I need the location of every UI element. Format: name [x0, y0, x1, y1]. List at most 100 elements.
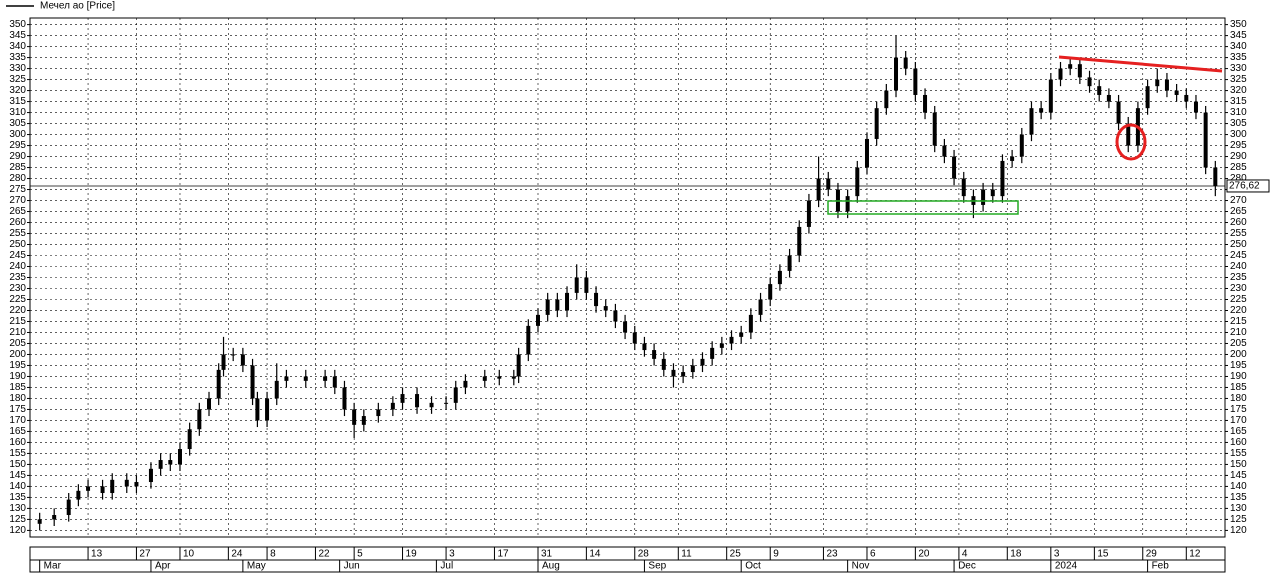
- y-tick-label: 260: [9, 217, 26, 228]
- candle-body: [303, 376, 308, 381]
- y-tick-label: 245: [1230, 250, 1247, 261]
- y-tick-label: 175: [9, 404, 26, 415]
- month-label: Feb: [1152, 561, 1170, 572]
- candle-body: [884, 90, 889, 109]
- y-tick-label: 215: [9, 316, 26, 327]
- candle-body: [855, 167, 860, 197]
- candle-body: [603, 306, 608, 311]
- candle-body: [284, 376, 289, 381]
- x-tick-label: 20: [918, 549, 930, 560]
- x-tick-label: 18: [1010, 549, 1022, 560]
- candle-body: [1097, 86, 1102, 95]
- y-tick-label: 145: [9, 470, 26, 481]
- candle-body: [76, 490, 81, 500]
- candle-body: [250, 365, 255, 399]
- x-tick-label: 29: [1146, 549, 1158, 560]
- x-tick-label: 17: [497, 549, 509, 560]
- candle-body: [526, 325, 531, 355]
- candle-body: [864, 138, 869, 168]
- y-tick-label: 220: [1230, 305, 1247, 316]
- candle-body: [584, 277, 589, 293]
- candle-body: [923, 94, 928, 113]
- y-tick-label: 270: [9, 195, 26, 206]
- candle-body: [66, 499, 71, 516]
- candle-body: [158, 460, 163, 469]
- month-label: Apr: [155, 561, 171, 572]
- y-tick-label: 145: [1230, 470, 1247, 481]
- y-tick-label: 255: [9, 228, 26, 239]
- y-tick-label: 315: [1230, 96, 1247, 107]
- y-tick-label: 170: [1230, 415, 1247, 426]
- candle-body: [806, 200, 811, 227]
- candle-body: [265, 398, 270, 421]
- y-tick-label: 200: [1230, 349, 1247, 360]
- candle-body: [642, 343, 647, 351]
- x-tick-label: 12: [1189, 549, 1201, 560]
- candle-body: [768, 284, 773, 300]
- legend-label: Мечел ао [Price]: [40, 1, 115, 12]
- candle-body: [400, 394, 405, 403]
- candle-body: [187, 429, 192, 450]
- candle-body: [1174, 90, 1179, 95]
- y-tick-label: 225: [1230, 294, 1247, 305]
- y-tick-label: 210: [9, 327, 26, 338]
- candle-body: [894, 57, 899, 91]
- x-tick-label: 14: [589, 549, 601, 560]
- candle-body: [1145, 86, 1150, 109]
- candle-body: [177, 449, 182, 465]
- y-tick-label: 310: [9, 107, 26, 118]
- y-tick-label: 260: [1230, 217, 1247, 228]
- x-tick-label: 25: [730, 549, 742, 560]
- y-tick-label: 295: [9, 140, 26, 151]
- month-label: Nov: [852, 561, 870, 572]
- candle-body: [826, 178, 831, 190]
- candle-body: [1164, 79, 1169, 91]
- last-price-box: [1226, 179, 1270, 193]
- y-tick-label: 150: [1230, 459, 1247, 470]
- x-tick-label: 27: [139, 549, 151, 560]
- y-tick-label: 195: [1230, 360, 1247, 371]
- candle-body: [429, 402, 434, 408]
- y-tick-label: 290: [9, 151, 26, 162]
- y-tick-label: 265: [1230, 206, 1247, 217]
- y-tick-label: 300: [1230, 129, 1247, 140]
- candle-body: [942, 145, 947, 157]
- candle-body: [444, 402, 449, 404]
- y-tick-label: 340: [9, 41, 26, 52]
- candle-body: [787, 255, 792, 271]
- x-tick-label: 6: [870, 549, 876, 560]
- y-tick-label: 180: [1230, 393, 1247, 404]
- x-tick-label: 11: [681, 549, 692, 560]
- candle-body: [1116, 101, 1121, 124]
- y-tick-label: 165: [9, 426, 26, 437]
- y-tick-label: 185: [1230, 382, 1247, 393]
- y-tick-label: 340: [1230, 41, 1247, 52]
- candle-body: [574, 277, 579, 293]
- candle-body: [535, 314, 540, 326]
- y-tick-label: 350: [1230, 19, 1247, 30]
- candle-body: [1184, 94, 1189, 102]
- y-tick-label: 305: [9, 118, 26, 129]
- y-tick-label: 310: [1230, 107, 1247, 118]
- candle-body: [231, 354, 236, 356]
- candle-body: [545, 299, 550, 315]
- candle-body: [874, 108, 879, 139]
- candle-body: [594, 292, 599, 307]
- y-tick-label: 245: [9, 250, 26, 261]
- support-zone: [827, 200, 1019, 215]
- y-tick-label: 315: [9, 96, 26, 107]
- candle-body: [710, 347, 715, 359]
- candle-body: [913, 68, 918, 95]
- candle-body: [777, 270, 782, 285]
- y-tick-label: 325: [9, 74, 26, 85]
- y-tick-label: 235: [1230, 272, 1247, 283]
- candle-body: [221, 354, 226, 370]
- candle-body: [1213, 167, 1218, 186]
- candle-body: [497, 376, 502, 379]
- candle-body: [197, 409, 202, 430]
- candle-body: [1068, 64, 1073, 69]
- y-tick-label: 285: [1230, 162, 1247, 173]
- candle-body: [1048, 79, 1053, 113]
- y-tick-label: 250: [9, 239, 26, 250]
- y-tick-label: 160: [1230, 437, 1247, 448]
